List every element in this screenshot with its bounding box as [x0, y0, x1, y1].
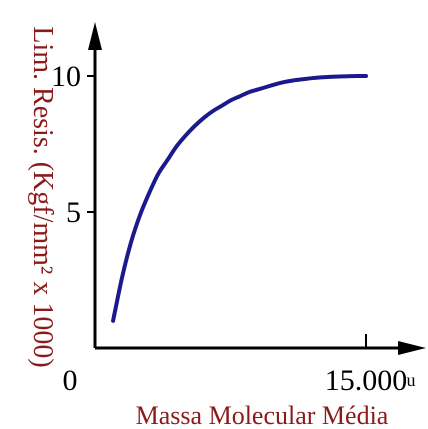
series-line-0: [111, 73, 368, 323]
y-tick-label: 5: [66, 196, 81, 229]
y-axis-arrow: [88, 22, 102, 50]
x-unit-label: u: [407, 370, 416, 390]
series-layer: [111, 73, 368, 323]
origin-label: 0: [63, 364, 78, 397]
x-axis-label: Massa Molecular Média: [136, 401, 389, 429]
x-axis-arrow: [398, 341, 426, 355]
y-axis-label: Lim. Resis. (Kgf/mm² x 1000): [27, 26, 58, 367]
y-tick-label: 10: [51, 60, 81, 93]
axes: [88, 22, 426, 355]
x-tick-label: 15.000: [325, 364, 408, 397]
ticks-layer: 5 10 15.000: [51, 60, 407, 397]
